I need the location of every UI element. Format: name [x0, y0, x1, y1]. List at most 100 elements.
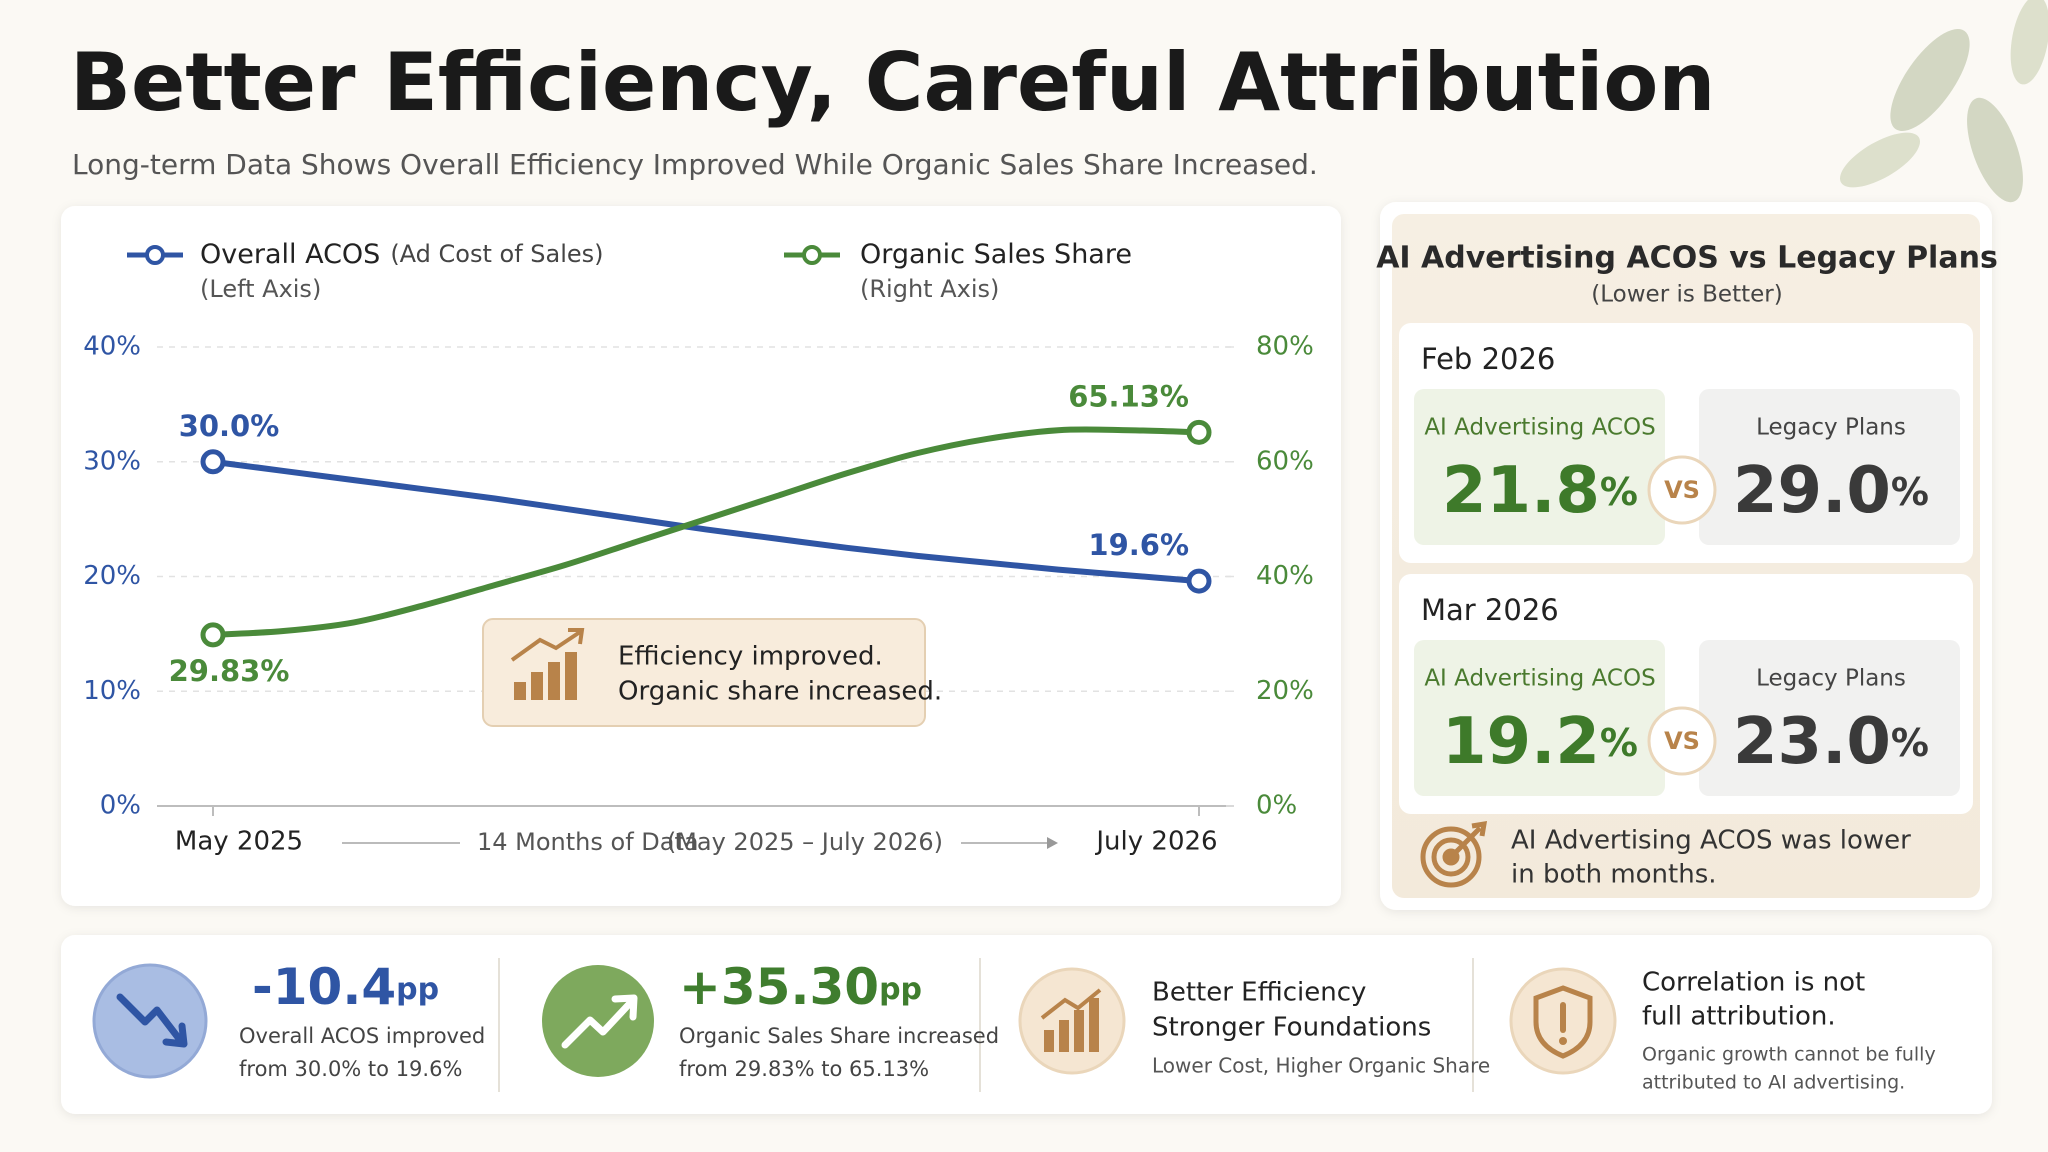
leaf-decoration — [1840, 0, 2048, 203]
kpi-heading: Stronger Foundations — [1152, 1013, 1431, 1043]
ai-label: AI Advertising ACOS — [1424, 415, 1655, 441]
point-marker — [200, 622, 226, 648]
y2-tick-label: 40% — [1256, 561, 1314, 591]
legacy-value: 29.0% — [1733, 454, 1929, 528]
y-tick-label: 40% — [83, 332, 141, 362]
legend-axis-note: (Left Axis) — [200, 275, 321, 303]
kpi-heading: Better Efficiency — [1152, 978, 1366, 1008]
page-title: Better Efficiency, Careful Attribution — [70, 36, 1715, 129]
series-line — [210, 426, 1202, 638]
page-subtitle: Long-term Data Shows Overall Efficiency … — [72, 148, 1318, 181]
kpi-value: +35.30pp — [679, 958, 922, 1016]
comparison-subtitle: (Lower is Better) — [1591, 282, 1782, 308]
legend-description: (Ad Cost of Sales) — [390, 240, 603, 268]
kpi-icon-up — [542, 965, 654, 1077]
y-tick-label: 20% — [83, 561, 141, 591]
kpi-heading: Correlation is not — [1642, 968, 1865, 998]
annotation-icon-bar — [548, 662, 560, 700]
ai-box — [1414, 640, 1665, 796]
vs-label: VS — [1664, 727, 1700, 755]
point-marker — [200, 449, 226, 475]
ai-value-unit: % — [1600, 470, 1638, 514]
y2-tick-label: 20% — [1256, 676, 1314, 706]
value-label: 29.83% — [169, 654, 290, 688]
kpi-heading: full attribution. — [1642, 1002, 1836, 1032]
annotation-text: Organic share increased. — [618, 677, 942, 707]
ai-value-number: 21.8 — [1442, 454, 1600, 528]
comparison-title: AI Advertising ACOS vs Legacy Plans — [1376, 241, 1998, 276]
period-label: Feb 2026 — [1421, 342, 1555, 376]
legend-marker — [802, 245, 822, 265]
value-label: 30.0% — [179, 409, 280, 443]
comparison-footnote: in both months. — [1511, 860, 1717, 890]
vs-badge — [1647, 455, 1717, 525]
x-tick-label: May 2025 — [175, 827, 303, 857]
annotation-icon-bar — [565, 652, 577, 700]
y-tick-label: 0% — [100, 791, 141, 821]
legacy-box — [1699, 389, 1960, 545]
ai-value-unit: % — [1600, 721, 1638, 765]
legacy-value: 23.0% — [1733, 705, 1929, 779]
x-note-arrowhead — [1047, 837, 1058, 849]
kpi-note: Organic growth cannot be fully — [1642, 1044, 1936, 1066]
legend-name: Overall ACOS — [200, 239, 380, 270]
vs-badge — [1647, 706, 1717, 776]
vs-label: VS — [1664, 476, 1700, 504]
kpi-text: from 30.0% to 19.6% — [239, 1057, 462, 1081]
kpi-value-number: -10.4 — [252, 958, 396, 1016]
ai-value: 21.8% — [1442, 454, 1638, 528]
ai-label: AI Advertising ACOS — [1424, 666, 1655, 692]
kpi-value-unit: pp — [879, 972, 922, 1007]
y2-tick-label: 60% — [1256, 446, 1314, 476]
annotation-box — [482, 618, 926, 727]
legend-marker — [145, 245, 165, 265]
legend-entry: Overall ACOS (Ad Cost of Sales) — [200, 239, 604, 270]
legacy-box — [1699, 640, 1960, 796]
annotation-icon-arrow — [510, 628, 585, 662]
comparison-periods: Feb 2026 AI Advertising ACOS Legacy Plans 2… — [1399, 323, 1973, 814]
kpi-text: Overall ACOS improved — [239, 1024, 485, 1048]
ai-box — [1414, 389, 1665, 545]
kpi-value-unit: pp — [396, 972, 439, 1007]
annotation-icon-bar — [514, 682, 526, 700]
target-icon — [1420, 820, 1488, 888]
y2-tick-label: 80% — [1256, 332, 1314, 362]
x-note: 14 Months of Data — [477, 828, 699, 856]
point-marker — [1186, 419, 1212, 445]
legend-axis-note: (Right Axis) — [860, 275, 999, 303]
kpi-icon-bars — [1018, 967, 1126, 1075]
legacy-value-number: 29.0 — [1733, 454, 1891, 528]
kpi-text: from 29.83% to 65.13% — [679, 1057, 929, 1081]
period-label: Mar 2026 — [1421, 593, 1559, 627]
chart: 0% 10% 20% 30% 40% 0% 20% 40% 60% 80% May 2025 July… — [83, 239, 1314, 857]
kpi-value: -10.4pp — [252, 958, 439, 1016]
kpi-note: Lower Cost, Higher Organic Share — [1152, 1054, 1490, 1078]
legacy-label: Legacy Plans — [1756, 666, 1906, 692]
kpi-icon-shield — [1509, 967, 1617, 1075]
point-marker — [1186, 568, 1212, 594]
annotation-text: Efficiency improved. — [618, 642, 883, 672]
legend-name: Organic Sales Share — [860, 239, 1132, 270]
y-tick-label: 10% — [83, 676, 141, 706]
legacy-value-unit: % — [1891, 721, 1929, 765]
kpi-text: Organic Sales Share increased — [679, 1024, 999, 1048]
legacy-value-unit: % — [1891, 470, 1929, 514]
kpi-note: attributed to AI advertising. — [1642, 1072, 1905, 1094]
ai-value-number: 19.2 — [1442, 705, 1600, 779]
series-line — [210, 458, 1202, 585]
y-tick-label: 30% — [83, 446, 141, 476]
ai-value: 19.2% — [1442, 705, 1638, 779]
chart-card — [61, 206, 1341, 906]
x-note-range: (May 2025 – July 2026) — [667, 828, 943, 856]
legacy-value-number: 23.0 — [1733, 705, 1891, 779]
comparison-footnote: AI Advertising ACOS was lower — [1511, 826, 1911, 856]
legacy-label: Legacy Plans — [1756, 415, 1906, 441]
x-tick-label: July 2026 — [1094, 827, 1217, 857]
kpi-icon-down — [92, 963, 208, 1079]
value-label: 19.6% — [1088, 528, 1189, 562]
legend-entry: Organic Sales Share — [860, 239, 1132, 270]
y2-tick-label: 0% — [1256, 791, 1297, 821]
kpi-value-number: +35.30 — [679, 958, 879, 1016]
annotation-icon-bar — [531, 672, 543, 700]
